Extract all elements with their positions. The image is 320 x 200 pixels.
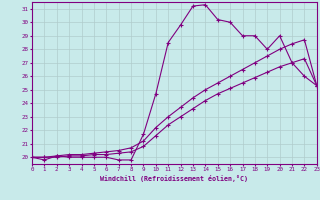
X-axis label: Windchill (Refroidissement éolien,°C): Windchill (Refroidissement éolien,°C): [100, 175, 248, 182]
